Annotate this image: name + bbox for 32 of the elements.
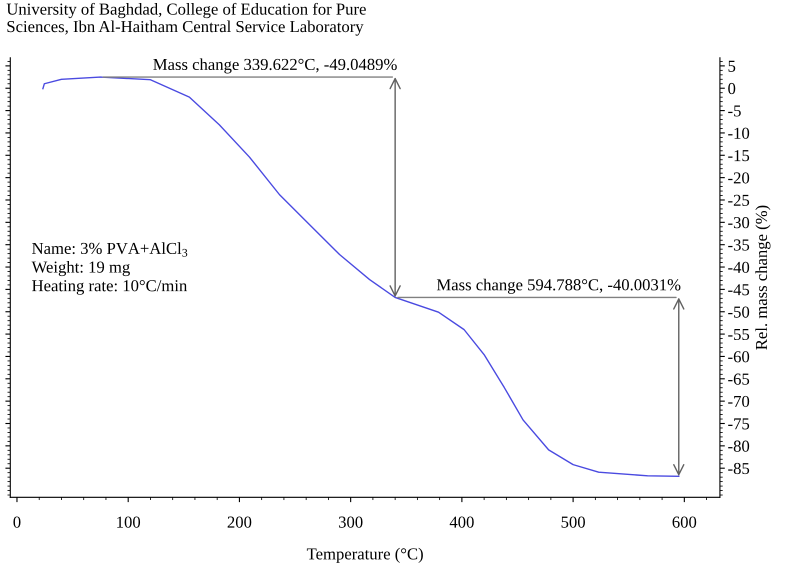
y-tick-label: -30 (728, 217, 750, 228)
annotation: Mass change 594.788°C, -40.0031% (436, 278, 680, 294)
x-tick-label: 0 (13, 516, 20, 528)
y-tick-label: -25 (728, 194, 750, 206)
annotation: Mass change 339.622°C, -49.0489% (153, 58, 397, 74)
y-tick-label: -70 (728, 396, 750, 408)
x-tick-label: 500 (562, 516, 585, 528)
y-axis-title: Rel. mass change (%) (755, 206, 770, 350)
y-tick-label: -80 (728, 440, 750, 452)
y-tick-label: -65 (728, 374, 750, 385)
x-tick-label: 300 (338, 516, 363, 528)
y-tick-label: -55 (728, 328, 750, 340)
y-tick-label: -45 (728, 284, 750, 296)
x-axis-title: Temperature (°C) (306, 548, 423, 563)
x-tick-label: 100 (117, 516, 140, 528)
y-tick-label: -85 (728, 462, 750, 474)
y-tick-label: -20 (728, 172, 750, 184)
y-tick-label: -5 (728, 105, 741, 117)
x-tick-label: 600 (672, 516, 696, 528)
x-tick-label: 400 (450, 516, 474, 528)
y-tick-label: -50 (728, 306, 750, 318)
y-tick-label: -40 (728, 262, 750, 273)
x-tick-label: 200 (228, 516, 252, 528)
text: Name: 3% PVA+AlCl$_{3}$ Weight: 19 mg Heating rate: 10°C/min (32, 242, 188, 295)
y-tick-label: -15 (728, 150, 750, 162)
y-tick-label: 5 (728, 60, 736, 72)
y-tick-label: -35 (728, 239, 750, 251)
chart-title: University of Baghdad, College of Education for Pure Sciences, Ibn Al-Haitham Central Service Laboratory (6, 2, 366, 36)
y-tick-label: 0 (728, 82, 736, 94)
y-tick-label: -10 (728, 128, 750, 139)
y-tick-label: -75 (728, 418, 750, 430)
y-tick-label: -60 (728, 351, 750, 362)
